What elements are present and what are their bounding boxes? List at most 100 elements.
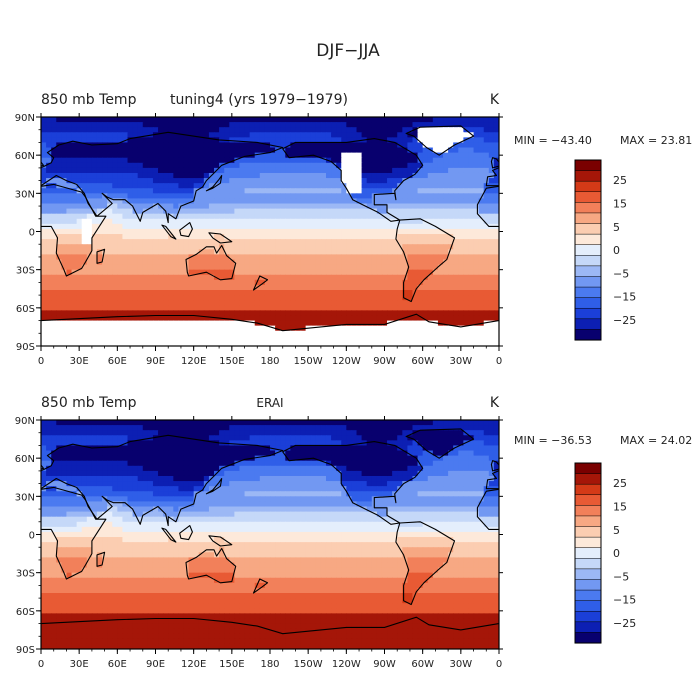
- map-cell: [371, 330, 378, 337]
- map-cell: [325, 234, 332, 240]
- map-cell: [214, 213, 220, 220]
- map-cell: [458, 274, 465, 281]
- map-cell: [259, 425, 266, 431]
- map-cell: [432, 213, 439, 220]
- map-cell: [427, 132, 434, 139]
- map-cell: [270, 335, 276, 342]
- map-cell: [351, 162, 358, 169]
- map-cell: [102, 279, 108, 286]
- map-cell: [336, 269, 342, 276]
- map-cell: [219, 460, 225, 467]
- map-cell: [249, 290, 256, 296]
- map-cell: [107, 330, 113, 337]
- map-cell: [183, 244, 190, 251]
- map-cell: [290, 450, 297, 457]
- map-cell: [127, 435, 134, 442]
- map-cell: [432, 445, 439, 452]
- map-cell: [61, 172, 68, 179]
- map-cell: [310, 198, 317, 205]
- map-cell: [127, 203, 134, 210]
- map-cell: [483, 440, 490, 447]
- map-cell: [448, 167, 454, 174]
- map-cell: [203, 223, 210, 230]
- map-cell: [152, 340, 159, 346]
- map-cell: [290, 330, 297, 337]
- map-cell: [305, 223, 312, 230]
- map-cell: [137, 320, 144, 327]
- map-cell: [300, 430, 307, 436]
- map-cell: [468, 290, 475, 296]
- map-cell: [188, 193, 195, 200]
- map-cell: [381, 325, 388, 332]
- map-cell: [117, 137, 124, 144]
- map-cell: [448, 152, 454, 159]
- map-cell: [341, 213, 348, 220]
- map-cell: [152, 228, 159, 235]
- map-cell: [320, 249, 327, 256]
- map-cell: [66, 430, 73, 436]
- map-cell: [493, 269, 499, 276]
- map-cell: [71, 239, 78, 245]
- map-cell: [478, 420, 485, 426]
- map-cell: [285, 430, 292, 436]
- map-cell: [448, 137, 454, 144]
- map-cell: [417, 335, 424, 342]
- map-cell: [168, 239, 175, 245]
- map-cell: [270, 208, 276, 215]
- map-cell: [295, 142, 302, 149]
- map-cell: [458, 198, 465, 205]
- map-cell: [168, 300, 175, 306]
- map-cell: [295, 228, 302, 235]
- map-cell: [61, 300, 68, 306]
- map-cell: [412, 172, 419, 179]
- map-cell: [264, 132, 271, 139]
- map-cell: [300, 239, 307, 245]
- map-cell: [112, 167, 119, 174]
- map-cell: [51, 167, 57, 174]
- map-cell: [127, 188, 134, 195]
- map-cell: [142, 460, 149, 467]
- map-cell: [463, 269, 470, 276]
- map-cell: [320, 435, 327, 442]
- map-cell: [371, 162, 378, 169]
- map-cell: [331, 228, 337, 235]
- map-cell: [234, 193, 241, 200]
- map-cell: [488, 259, 495, 266]
- map-cell: [387, 269, 393, 276]
- map-cell: [46, 460, 52, 467]
- map-cell: [178, 284, 185, 291]
- map-cell: [137, 167, 144, 174]
- map-cell: [264, 208, 271, 215]
- map-cell: [331, 127, 337, 133]
- map-cell: [86, 178, 93, 184]
- map-cell: [295, 435, 302, 442]
- map-cell: [320, 228, 327, 235]
- map-cell: [417, 435, 424, 442]
- map-cell: [478, 435, 485, 442]
- map-cell: [168, 460, 175, 467]
- map-cell: [239, 279, 246, 286]
- map-cell: [188, 244, 195, 251]
- map-cell: [76, 218, 83, 225]
- map-cell: [376, 213, 383, 220]
- map-cell: [295, 445, 302, 452]
- map-cell: [71, 340, 78, 346]
- map-cell: [376, 420, 383, 426]
- map-cell: [219, 249, 225, 256]
- map-cell: [178, 315, 185, 322]
- map-cell: [448, 218, 454, 225]
- map-cell: [66, 455, 73, 462]
- map-cell: [219, 279, 225, 286]
- map-cell: [468, 450, 475, 457]
- map-cell: [387, 203, 393, 210]
- map-cell: [346, 295, 353, 301]
- map-cell: [81, 162, 88, 169]
- map-cell: [244, 315, 251, 322]
- map-cell: [188, 330, 195, 337]
- map-cell: [152, 244, 159, 251]
- map-cell: [208, 295, 215, 301]
- map-cell: [407, 234, 414, 240]
- map-cell: [112, 440, 119, 447]
- map-cell: [483, 435, 490, 442]
- map-cell: [463, 239, 470, 245]
